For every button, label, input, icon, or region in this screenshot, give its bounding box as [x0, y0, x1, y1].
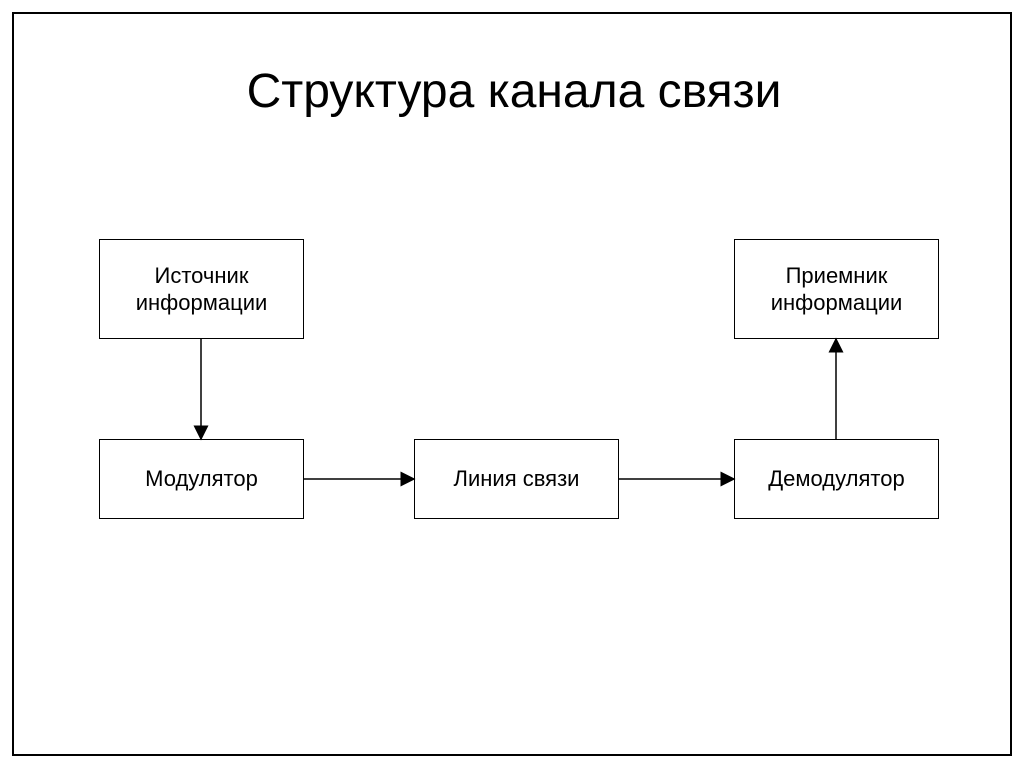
node-source: Источникинформации	[99, 239, 304, 339]
slide-frame: Структура канала связи Источникинформаци…	[12, 12, 1012, 756]
node-line: Линия связи	[414, 439, 619, 519]
node-source-label: Источникинформации	[136, 262, 268, 317]
node-modulator-label: Модулятор	[145, 465, 258, 493]
node-demodulator-label: Демодулятор	[768, 465, 904, 493]
node-receiver: Приемникинформации	[734, 239, 939, 339]
node-receiver-label: Приемникинформации	[771, 262, 903, 317]
node-demodulator: Демодулятор	[734, 439, 939, 519]
node-line-label: Линия связи	[454, 465, 580, 493]
node-modulator: Модулятор	[99, 439, 304, 519]
diagram-title: Структура канала связи	[14, 64, 1014, 119]
edges-layer	[14, 14, 1014, 758]
